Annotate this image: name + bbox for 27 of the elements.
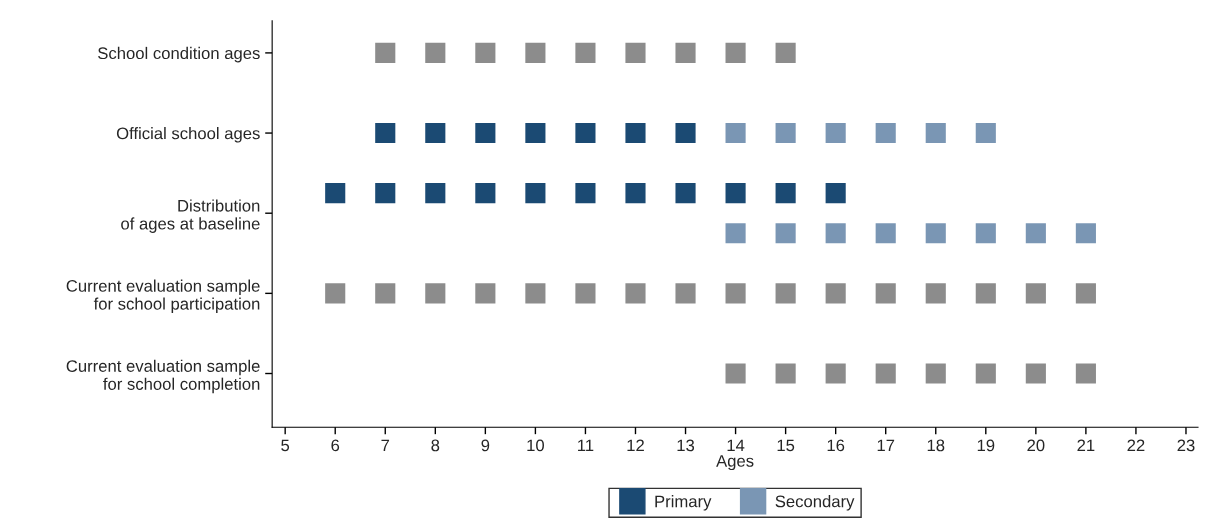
y-tick-label: School condition ages <box>98 46 260 63</box>
y-tick-label: Distribution of ages at baseline <box>121 199 260 233</box>
y-tick-label: Current evaluation sample for school participation <box>66 279 260 314</box>
x-tick-label: 19 <box>977 439 995 452</box>
x-tick-label: 5 <box>281 439 290 452</box>
x-tick-label: 20 <box>1027 439 1045 452</box>
x-tick-label: 18 <box>927 439 945 452</box>
x-axis-title: Ages <box>716 455 754 471</box>
x-tick-label: 17 <box>877 439 895 452</box>
x-tick-label: 8 <box>431 439 440 452</box>
x-tick-label: 23 <box>1177 439 1195 452</box>
legend-label: Primary <box>655 495 712 511</box>
x-tick-label: 6 <box>331 439 340 452</box>
x-tick-label: 7 <box>381 439 390 452</box>
x-tick-label: 9 <box>481 439 490 452</box>
x-tick-label: 15 <box>777 439 795 452</box>
x-tick-label: 16 <box>827 439 845 452</box>
x-tick-label: 11 <box>578 439 594 452</box>
x-tick-label: 13 <box>677 439 695 452</box>
x-tick-label: 22 <box>1127 439 1145 452</box>
x-tick-label: 12 <box>627 439 644 452</box>
y-tick-label: Official school ages <box>116 127 260 143</box>
legend-label: Secondary <box>775 495 855 511</box>
x-tick-label: 21 <box>1077 439 1095 452</box>
x-tick-label: 10 <box>527 439 545 452</box>
x-tick-label: 14 <box>727 439 745 452</box>
y-tick-label: Current evaluation sample for school completion <box>66 359 260 394</box>
